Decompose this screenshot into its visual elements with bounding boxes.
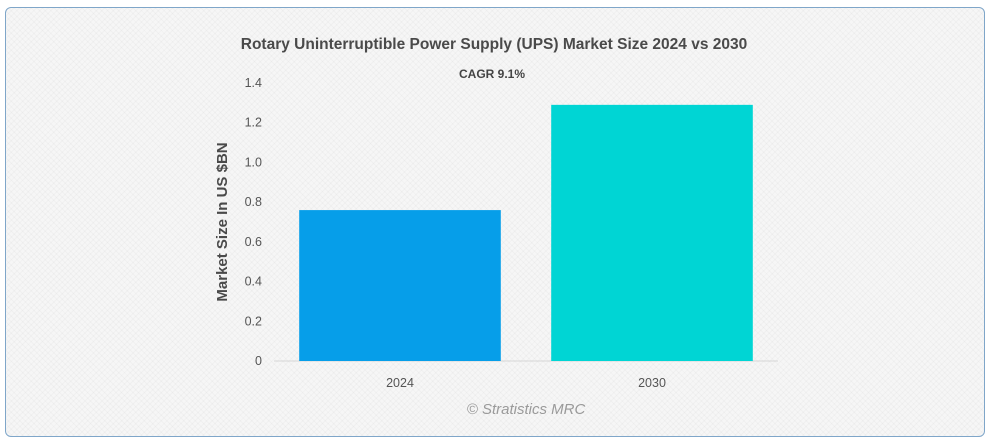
x-tick-label: 2024 — [386, 376, 414, 390]
y-axis-label: Market Size In US $BN — [214, 142, 231, 301]
y-axis-ticks: 0 0.2 0.4 0.6 0.8 1.0 1.2 1.4 — [245, 76, 262, 368]
x-tick-label: 2030 — [638, 376, 666, 390]
y-tick-label: 1.4 — [245, 76, 262, 90]
bar-2024 — [299, 210, 501, 361]
y-tick-label: 1.0 — [245, 155, 262, 169]
y-tick-label: 1.2 — [245, 116, 262, 130]
y-tick-label: 0.6 — [245, 235, 262, 249]
y-tick-label: 0 — [255, 354, 262, 368]
y-tick-label: 0.4 — [245, 275, 262, 289]
y-tick-label: 0.8 — [245, 195, 262, 209]
y-tick-label: 0.2 — [245, 314, 262, 328]
bars-group — [299, 104, 753, 361]
bar-2030 — [551, 104, 753, 361]
chart-subtitle: CAGR 9.1% — [459, 67, 525, 81]
x-axis-ticks: 2024 2030 — [386, 376, 666, 390]
credit-text: © Stratistics MRC — [467, 401, 586, 418]
chart-title: Rotary Uninterruptible Power Supply (UPS… — [241, 36, 748, 53]
